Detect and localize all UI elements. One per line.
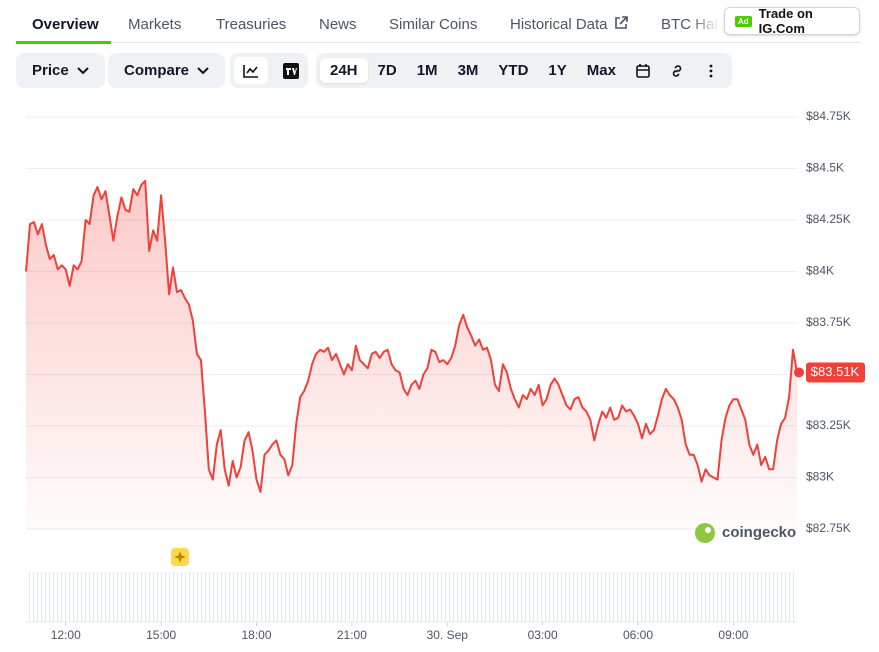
calendar-button[interactable] xyxy=(635,63,651,79)
line-icon xyxy=(243,64,258,78)
chevron xyxy=(197,66,209,74)
chart-type-group xyxy=(230,53,308,88)
x-tick-label: 12:00 xyxy=(51,628,81,642)
ad-button[interactable]: Ad Trade on IG.Com xyxy=(724,6,860,36)
x-tick-label: 03:00 xyxy=(528,628,558,642)
external-link-icon xyxy=(614,16,628,29)
coingecko-logo xyxy=(695,523,715,543)
y-tick-label: $83.25K xyxy=(806,418,851,432)
y-tick-label: $84.5K xyxy=(806,161,844,175)
tab-fade xyxy=(690,0,720,42)
divider xyxy=(16,42,861,43)
price-dropdown[interactable]: Price xyxy=(16,53,105,88)
y-tick-label: $84.25K xyxy=(806,212,851,226)
x-tick-label: 30. Sep xyxy=(427,628,469,642)
price-line xyxy=(25,179,798,493)
x-tick-label: 06:00 xyxy=(623,628,653,642)
logo-eye xyxy=(705,527,711,533)
range-button[interactable]: 3M xyxy=(457,62,479,79)
tab[interactable]: Markets xyxy=(128,16,182,33)
x-tick-label: 15:00 xyxy=(146,628,176,642)
x-tick-label: 21:00 xyxy=(337,628,367,642)
last-price-label: $83.51K xyxy=(811,364,860,379)
range-group: 24H 7D 1M 3M YTD 1Y Max xyxy=(316,53,732,88)
dropdown-label: Price xyxy=(32,62,69,79)
y-tick-label: $83.75K xyxy=(806,315,851,329)
tab[interactable]: News xyxy=(319,16,357,33)
y-tick-label: $82.75K xyxy=(806,521,851,535)
range-button[interactable]: YTD xyxy=(498,62,529,79)
range-button[interactable]: 1M xyxy=(416,62,438,79)
area xyxy=(26,180,797,529)
tab[interactable]: Overview xyxy=(32,16,99,33)
range-button[interactable]: 1Y xyxy=(548,62,567,79)
ad-badge: Ad xyxy=(735,15,752,27)
last-price-badge xyxy=(806,362,865,383)
compare-dropdown[interactable]: Compare xyxy=(108,53,226,88)
y-tick-label: $83K xyxy=(806,470,834,484)
x-tick-label: 09:00 xyxy=(718,628,748,642)
tv-icon xyxy=(283,62,299,79)
chevron xyxy=(76,66,89,74)
y-tick-label: $84K xyxy=(806,264,834,278)
volume-area xyxy=(26,572,797,622)
x-tick-label: 18:00 xyxy=(241,628,271,642)
active-tab-underline xyxy=(16,41,111,44)
tab[interactable]: Similar Coins xyxy=(389,16,478,33)
tab[interactable]: Treasuries xyxy=(216,16,287,33)
last-price-dot xyxy=(794,367,804,378)
line-chart-button[interactable] xyxy=(234,57,268,84)
watermark: coingecko xyxy=(722,524,796,541)
tradingview-button[interactable] xyxy=(274,62,308,79)
range-button[interactable]: Max xyxy=(586,62,616,79)
more-button[interactable] xyxy=(703,63,719,79)
tab[interactable]: Historical Data xyxy=(510,16,628,33)
range-button[interactable]: 7D xyxy=(377,62,397,79)
link-button[interactable] xyxy=(669,63,685,79)
y-tick-label: $84.75K xyxy=(806,109,851,123)
dropdown-label: Compare xyxy=(124,62,190,79)
sparkle-icon xyxy=(174,551,186,563)
ad-label: Trade on IG.Com xyxy=(758,6,813,36)
range-button[interactable]: 24H xyxy=(320,58,368,83)
